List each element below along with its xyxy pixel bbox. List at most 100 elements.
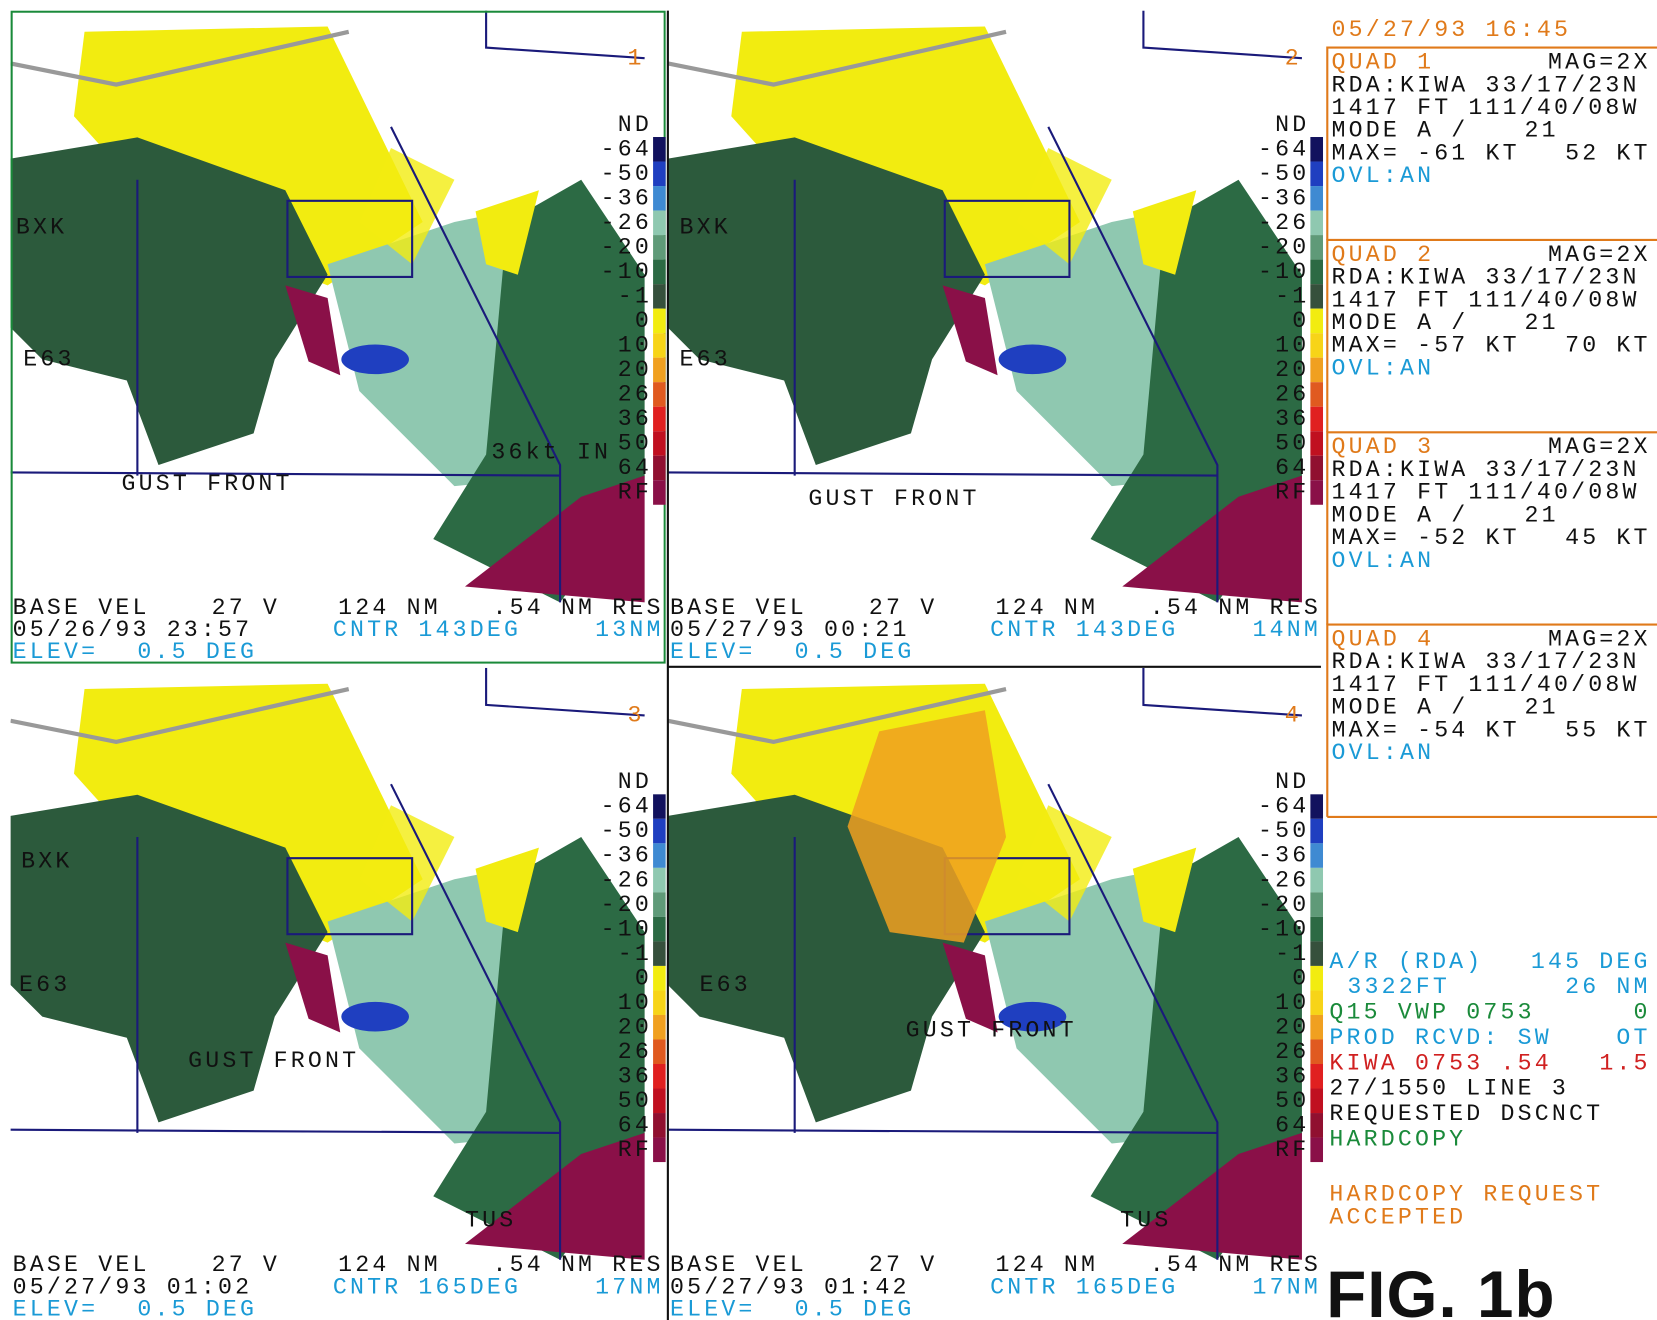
legend-swatch <box>1310 1138 1323 1163</box>
quad-number: 4 <box>1285 703 1302 729</box>
annotation: BXK <box>679 214 730 240</box>
legend-label: -50 <box>1258 818 1309 844</box>
legend-swatch <box>1310 941 1323 966</box>
legend-swatch <box>1310 309 1323 334</box>
panel-max2: 70 KT <box>1565 333 1651 359</box>
legend-swatch <box>653 284 666 309</box>
legend-label: -1 <box>618 284 652 310</box>
legend-swatch <box>1310 1064 1323 1089</box>
status-dscnct: REQUESTED DSCNCT <box>1329 1101 1603 1127</box>
annotation: E63 <box>700 972 751 998</box>
legend-label: 36 <box>1275 406 1309 432</box>
legend-label: RF <box>618 480 652 506</box>
legend-swatch <box>653 1064 666 1089</box>
legend-label: 50 <box>1275 431 1309 457</box>
legend-label: 64 <box>1275 455 1309 481</box>
legend-swatch <box>653 260 666 285</box>
panel-max2: 45 KT <box>1565 525 1651 551</box>
annotation: GUST FRONT <box>122 471 293 497</box>
legend-swatch <box>653 333 666 358</box>
legend-label: 26 <box>618 382 652 408</box>
legend-label: -36 <box>601 843 652 869</box>
legend-swatch <box>653 211 666 236</box>
legend-label: -64 <box>1258 136 1309 162</box>
legend-label: 20 <box>618 357 652 383</box>
legend-label: -50 <box>601 818 652 844</box>
legend-swatch <box>653 480 666 505</box>
quadrant: 2ND-64-50-36-26-20-10-10102026365064RFBX… <box>668 11 1323 666</box>
legend-swatch <box>1310 480 1323 505</box>
legend-swatch <box>1310 1015 1323 1040</box>
legend-swatch <box>1310 186 1323 211</box>
panel-max2: 55 KT <box>1565 717 1651 743</box>
legend-label: 10 <box>1275 990 1309 1016</box>
status-vwp_value: 0 <box>1634 1000 1651 1026</box>
legend-label: -10 <box>1258 916 1309 942</box>
legend-label: -26 <box>601 867 652 893</box>
legend-swatch <box>653 990 666 1015</box>
status-prod_value: OT <box>1616 1025 1650 1051</box>
annotation: TUS <box>1120 1208 1171 1234</box>
panel-mode-value: 21 <box>1524 695 1558 721</box>
legend-label: -50 <box>1258 161 1309 187</box>
legend-label: RF <box>1275 480 1309 506</box>
annotation: GUST FRONT <box>906 1018 1077 1044</box>
legend-label: RF <box>1275 1137 1309 1163</box>
legend-label: 36 <box>618 1063 652 1089</box>
annotation: E63 <box>679 346 730 372</box>
legend-swatch <box>1310 162 1323 187</box>
header-datetime: 05/27/93 16:45 <box>1332 17 1572 43</box>
status-line: 27/1550 LINE 3 <box>1329 1076 1569 1102</box>
quad-number: 1 <box>627 45 644 71</box>
legend-swatch <box>653 407 666 432</box>
legend-label: ND <box>618 112 652 138</box>
figure-label: FIG. 1b <box>1326 1258 1555 1320</box>
elev-label: ELEV= <box>670 1297 756 1320</box>
legend-swatch <box>653 309 666 334</box>
elev-value: 0.5 DEG <box>137 639 257 665</box>
panel-mode-value: 21 <box>1524 310 1558 336</box>
legend-label: -64 <box>1258 794 1309 820</box>
legend-swatch <box>1310 260 1323 285</box>
legend-swatch <box>653 137 666 162</box>
panel-mag: MAG=2X <box>1548 50 1651 76</box>
legend-label: 50 <box>618 431 652 457</box>
legend-swatch <box>1310 382 1323 407</box>
legend-label: 36 <box>1275 1063 1309 1089</box>
legend-label: -26 <box>1258 867 1309 893</box>
elev-label: ELEV= <box>13 1297 99 1320</box>
elev-label: ELEV= <box>670 639 756 665</box>
panel-max2: 52 KT <box>1565 140 1651 166</box>
legend-label: 10 <box>618 333 652 359</box>
legend-label: 36 <box>618 406 652 432</box>
center: CNTR 165DEG <box>990 1274 1178 1300</box>
legend-label: 10 <box>618 990 652 1016</box>
legend-swatch <box>653 966 666 991</box>
legend-label: -20 <box>1258 892 1309 918</box>
radar-image <box>11 668 645 1260</box>
center: CNTR 143DEG <box>333 617 521 643</box>
status-accepted: ACCEPTED <box>1329 1205 1466 1231</box>
legend-swatch <box>1310 990 1323 1015</box>
legend-swatch <box>1310 358 1323 383</box>
legend-label: 0 <box>635 308 652 334</box>
panel-mode-value: 21 <box>1524 118 1558 144</box>
legend-label: 26 <box>1275 382 1309 408</box>
legend-swatch <box>1310 1113 1323 1138</box>
legend-swatch <box>653 1089 666 1114</box>
radar-display: 1ND-64-50-36-26-20-10-10102026365064RFBX… <box>0 0 1657 1320</box>
legend-swatch <box>653 1039 666 1064</box>
quad-number: 2 <box>1285 45 1302 71</box>
legend-label: 26 <box>1275 1039 1309 1065</box>
elev-label: ELEV= <box>13 639 99 665</box>
legend-swatch <box>653 1015 666 1040</box>
panel-ovl: OVL:AN <box>1332 163 1435 189</box>
legend-swatch <box>1310 868 1323 893</box>
legend-label: -10 <box>601 916 652 942</box>
annotation: GUST FRONT <box>808 486 979 512</box>
legend-swatch <box>653 868 666 893</box>
legend-swatch <box>1310 333 1323 358</box>
legend-swatch <box>1310 966 1323 991</box>
legend-label: -1 <box>618 941 652 967</box>
elev-value: 0.5 DEG <box>795 639 915 665</box>
